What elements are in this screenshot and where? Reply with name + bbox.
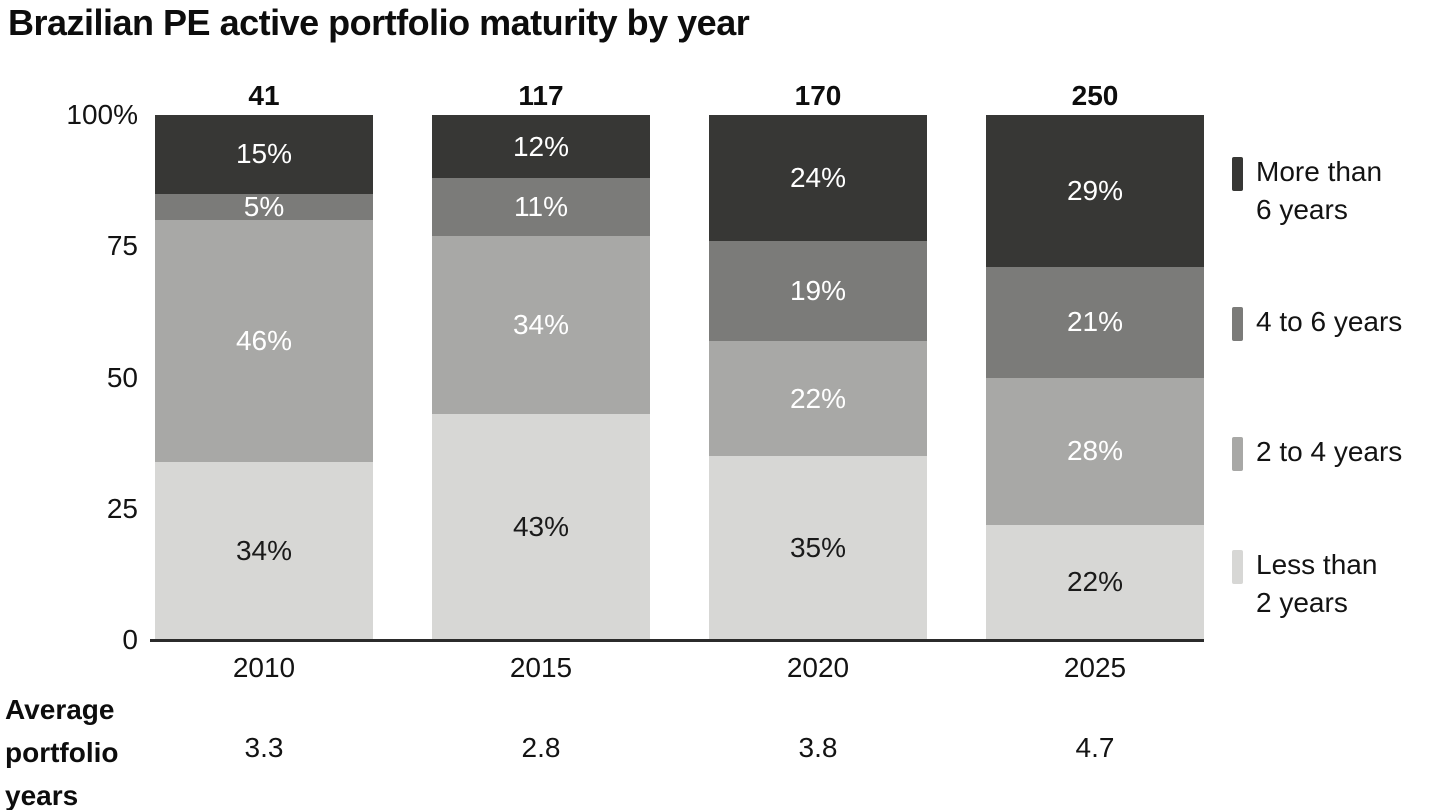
- segment-value-label: 22%: [1066, 566, 1124, 598]
- segment-value-label: 34%: [235, 534, 293, 566]
- y-axis-tick-label: 50: [106, 361, 138, 393]
- x-axis-category-label: 2020: [786, 652, 850, 683]
- bar-segment: 15%: [155, 115, 373, 194]
- segment-value-label: 43%: [512, 511, 570, 543]
- legend-label: Less than 2 years: [1256, 549, 1378, 618]
- bar-segment: 34%: [155, 461, 373, 640]
- average-portfolio-years-value: 4.7: [1075, 732, 1115, 763]
- bar-segment: 11%: [432, 178, 650, 236]
- bar-segment: 34%: [432, 235, 650, 415]
- segment-value-label: 28%: [1066, 435, 1124, 466]
- y-axis-tick-label: 0: [122, 624, 138, 655]
- bar-segment: 43%: [432, 414, 650, 640]
- bar-segment: 19%: [709, 241, 927, 341]
- bar-total-label: 250: [1071, 80, 1119, 111]
- legend-label: More than 6 years: [1256, 156, 1383, 225]
- segment-value-label: 21%: [1066, 306, 1124, 338]
- legend-item: Less than 2 years: [1232, 546, 1377, 622]
- x-axis-category-label: 2025: [1063, 652, 1127, 683]
- bar-segment: 35%: [709, 456, 927, 640]
- x-axis-category-label: 2010: [232, 652, 296, 683]
- legend-item: 4 to 6 years: [1232, 303, 1402, 341]
- legend-marker: [1232, 437, 1243, 471]
- segment-value-label: 34%: [512, 309, 570, 340]
- bar-segment: 46%: [155, 220, 373, 462]
- average-portfolio-years-value: 3.3: [244, 732, 284, 763]
- y-axis-tick-label: 100%: [66, 99, 138, 130]
- average-portfolio-years-value: 2.8: [521, 732, 561, 763]
- legend-item: More than 6 years: [1232, 153, 1382, 229]
- bar-segment: 29%: [986, 115, 1204, 268]
- x-axis-category-label: 2015: [509, 652, 573, 683]
- segment-value-label: 19%: [789, 274, 847, 306]
- chart-title: Brazilian PE active portfolio maturity b…: [8, 2, 750, 43]
- bar-segment: 28%: [986, 377, 1204, 525]
- legend-label: 4 to 6 years: [1256, 306, 1403, 337]
- bar-total-label: 117: [518, 80, 564, 111]
- segment-value-label: 15%: [235, 138, 293, 170]
- segment-value-label: 29%: [1066, 175, 1124, 207]
- bar-total-label: 41: [248, 80, 280, 111]
- bar-segment: 22%: [986, 524, 1204, 640]
- bar-segment: 12%: [432, 115, 650, 178]
- legend-label: 2 to 4 years: [1256, 436, 1403, 467]
- legend-marker: [1232, 307, 1243, 341]
- bar-total-label: 170: [794, 80, 842, 111]
- y-axis-tick-label: 75: [106, 230, 138, 262]
- legend-marker: [1232, 157, 1243, 191]
- bar-segment: 5%: [155, 190, 373, 222]
- bar-segment: 21%: [986, 267, 1204, 378]
- bar-segment: 22%: [709, 340, 927, 457]
- segment-value-label: 11%: [514, 190, 568, 222]
- legend-marker: [1232, 550, 1243, 584]
- segment-value-label: 35%: [789, 532, 847, 564]
- y-axis-tick-label: 25: [106, 492, 138, 524]
- x-axis-line: [150, 639, 1204, 642]
- legend-item: 2 to 4 years: [1232, 433, 1402, 471]
- segment-value-label: 12%: [512, 130, 570, 162]
- segment-value-label: 24%: [789, 162, 847, 193]
- segment-value-label: 22%: [789, 382, 847, 414]
- average-portfolio-years-label: Average portfolio years: [5, 694, 119, 810]
- average-portfolio-years-value: 3.8: [798, 732, 838, 763]
- segment-value-label: 5%: [243, 190, 285, 222]
- bar-segment: 24%: [709, 115, 927, 241]
- segment-value-label: 46%: [235, 324, 293, 356]
